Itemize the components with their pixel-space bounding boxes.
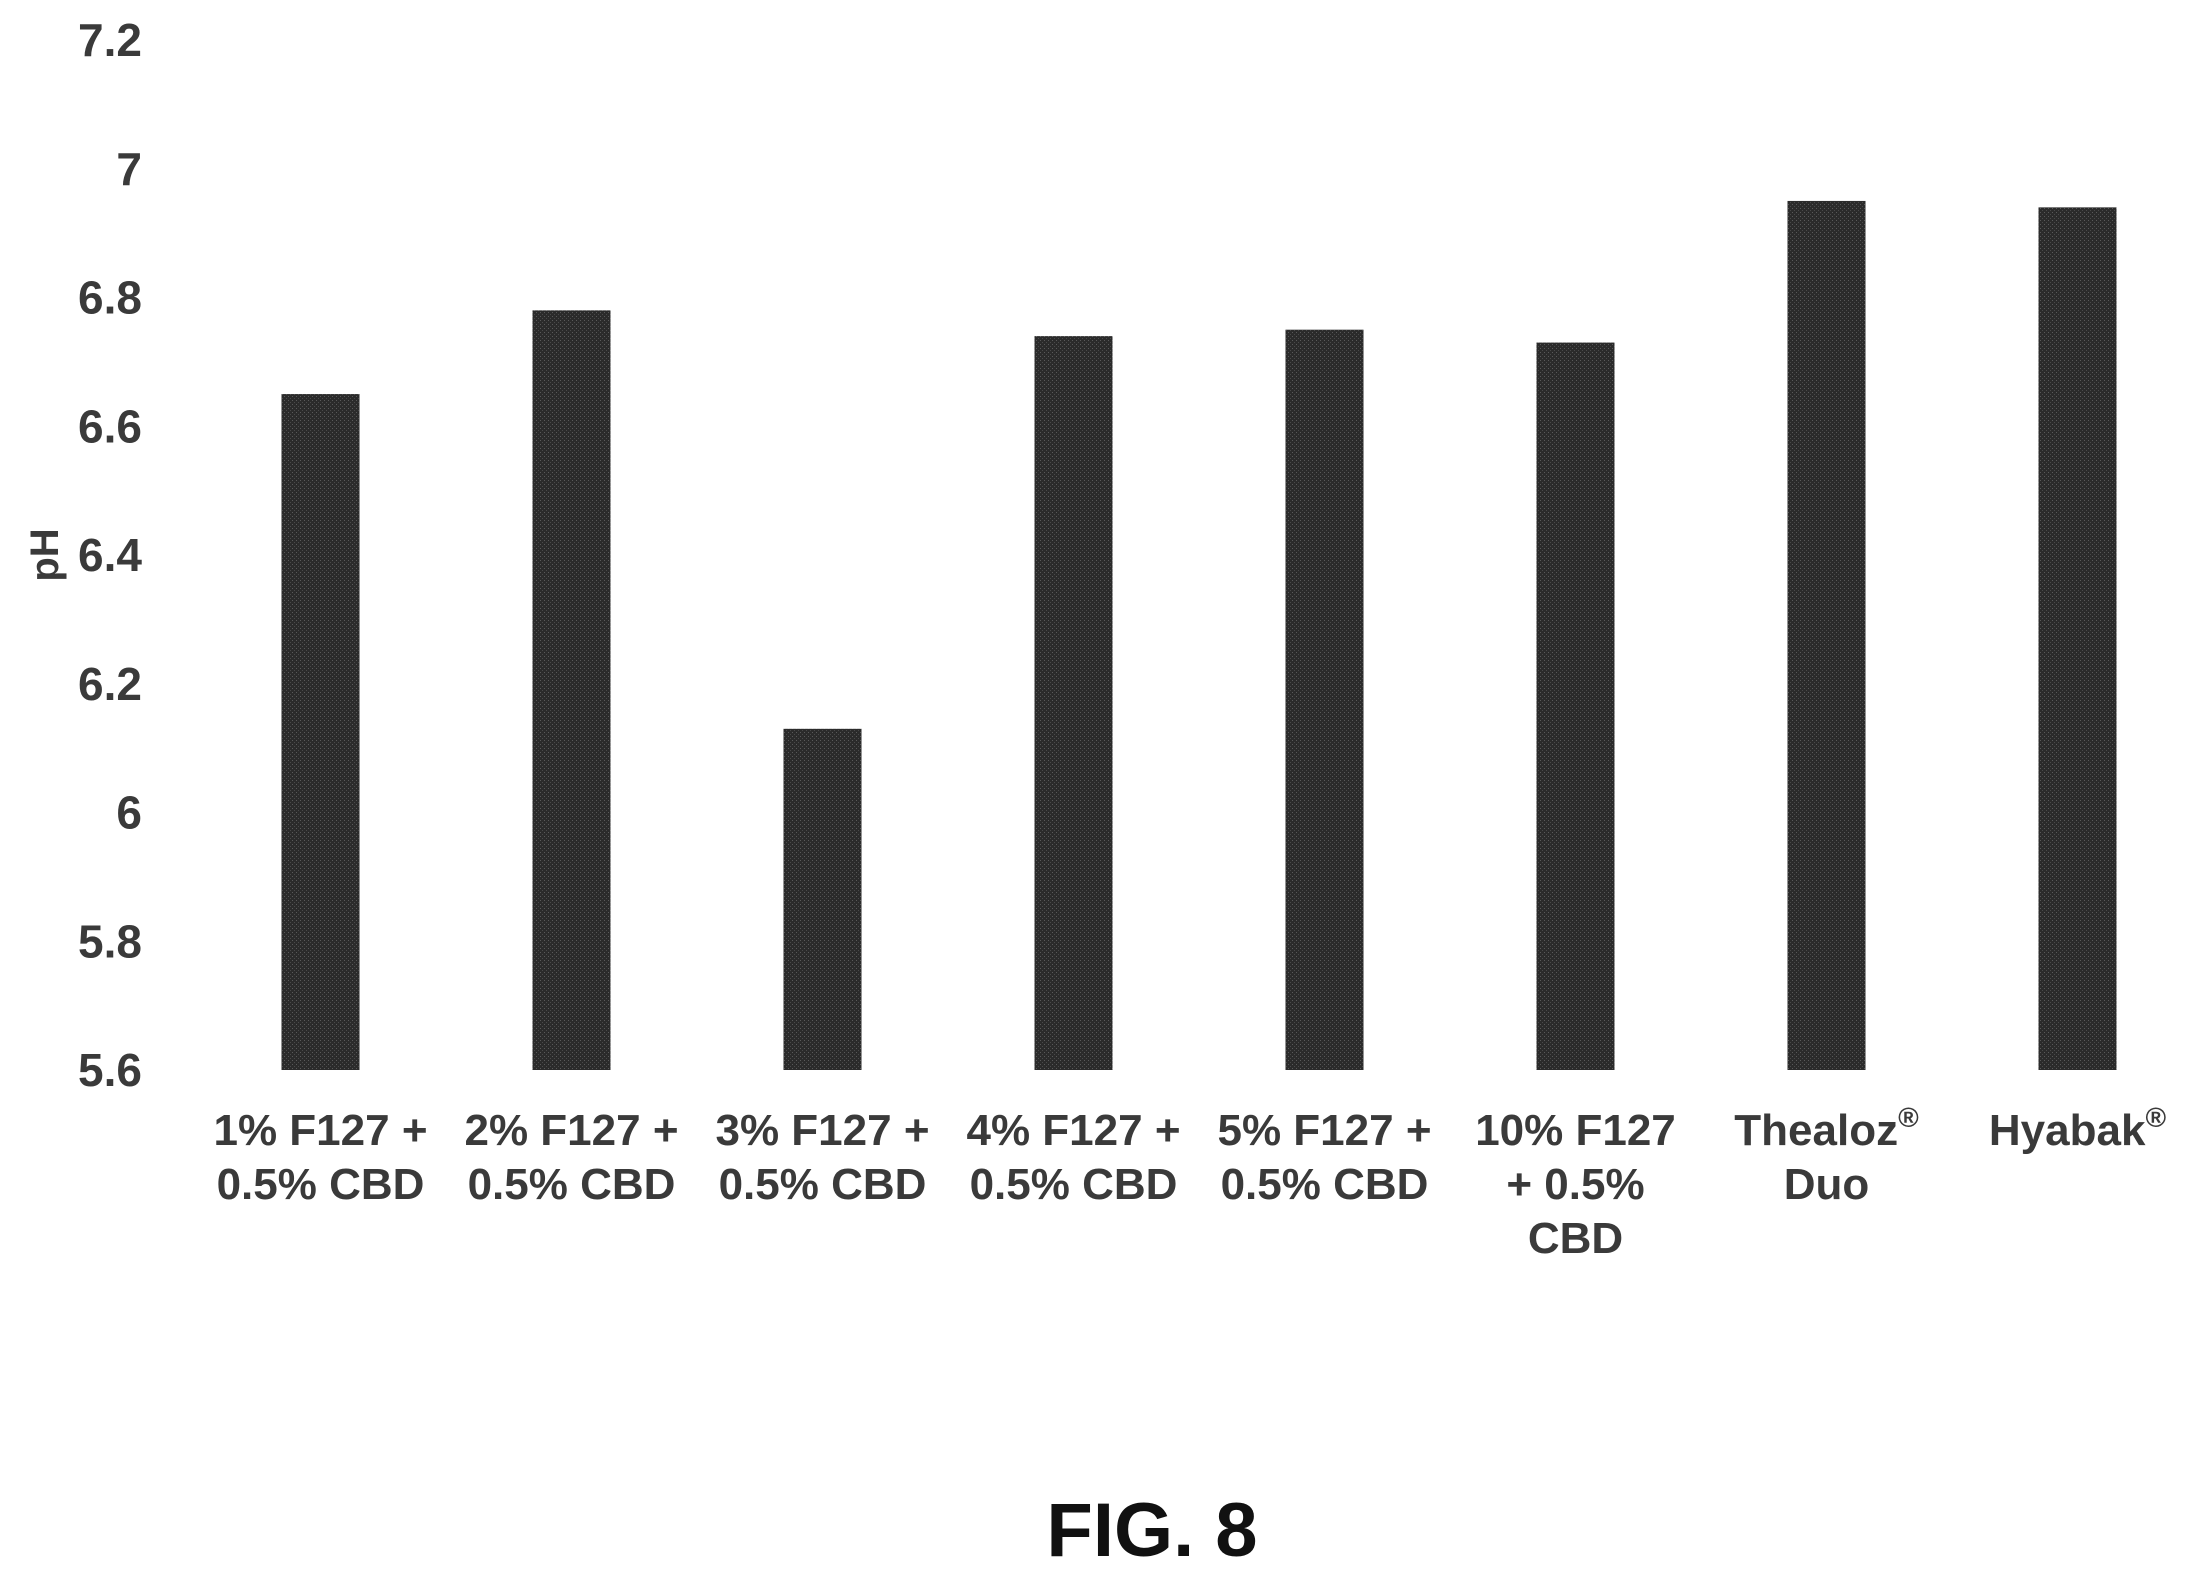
x-tick-label: Hyabak® <box>1989 1102 2167 1155</box>
bar <box>1536 342 1615 1070</box>
x-tick-label: 5% F127 + 0.5% CBD <box>1217 1106 1431 1209</box>
y-tick-label: 5.6 <box>78 1044 142 1096</box>
x-tick-label-line: 0.5% CBD <box>468 1160 676 1209</box>
bar <box>1787 200 1866 1070</box>
y-axis-ticks: 7.2 7 6.8 6.6 6.4 6.2 6 5.8 5.6 <box>78 14 142 1096</box>
registered-mark: ® <box>2145 1102 2166 1133</box>
y-tick-label: 7 <box>116 143 142 195</box>
x-tick-label-line: Hyabak <box>1989 1106 2146 1155</box>
x-tick-label-line: Duo <box>1784 1160 1870 1209</box>
x-tick-label-line: Thealoz <box>1734 1106 1898 1155</box>
x-tick-label-line: 2% F127 + <box>464 1106 678 1155</box>
x-tick-label: 10% F127 + 0.5% CBD <box>1475 1106 1676 1263</box>
bar <box>281 394 360 1070</box>
y-tick-label: 6.6 <box>78 400 142 452</box>
x-tick-label: 2% F127 + 0.5% CBD <box>464 1106 678 1209</box>
x-tick-label-line: 3% F127 + <box>715 1106 929 1155</box>
x-tick-label-line: 1% F127 + <box>213 1106 427 1155</box>
x-tick-label-line: 0.5% CBD <box>1221 1160 1429 1209</box>
x-tick-label-line: 10% F127 <box>1475 1106 1676 1155</box>
x-tick-label: 4% F127 + 0.5% CBD <box>966 1106 1180 1209</box>
x-tick-label-line: 4% F127 + <box>966 1106 1180 1155</box>
x-tick-label-line: 0.5% CBD <box>217 1160 425 1209</box>
x-tick-label: 1% F127 + 0.5% CBD <box>213 1106 427 1209</box>
y-axis-label: pH <box>23 528 67 581</box>
y-tick-label: 7.2 <box>78 14 142 66</box>
y-tick-label: 6 <box>116 787 142 839</box>
x-tick-label: 3% F127 + 0.5% CBD <box>715 1106 929 1209</box>
bars <box>281 200 2117 1070</box>
bar <box>1285 329 1364 1070</box>
figure-label: FIG. 8 <box>1046 1488 1257 1573</box>
x-tick-label-line: 5% F127 + <box>1217 1106 1431 1155</box>
x-tick-label: Thealoz® Duo <box>1734 1102 1919 1209</box>
bar <box>532 310 611 1070</box>
y-tick-label: 6.8 <box>78 272 142 324</box>
x-tick-label-line: 0.5% CBD <box>719 1160 927 1209</box>
bar <box>2038 207 2117 1070</box>
x-tick-label-line: CBD <box>1528 1214 1623 1263</box>
bar <box>1034 336 1113 1070</box>
x-tick-label-line: + 0.5% <box>1506 1160 1644 1209</box>
bar <box>783 728 862 1070</box>
registered-mark: ® <box>1898 1102 1919 1133</box>
y-tick-label: 5.8 <box>78 915 142 967</box>
x-tick-label-line: 0.5% CBD <box>970 1160 1178 1209</box>
y-tick-label: 6.2 <box>78 658 142 710</box>
y-tick-label: 6.4 <box>78 529 142 581</box>
